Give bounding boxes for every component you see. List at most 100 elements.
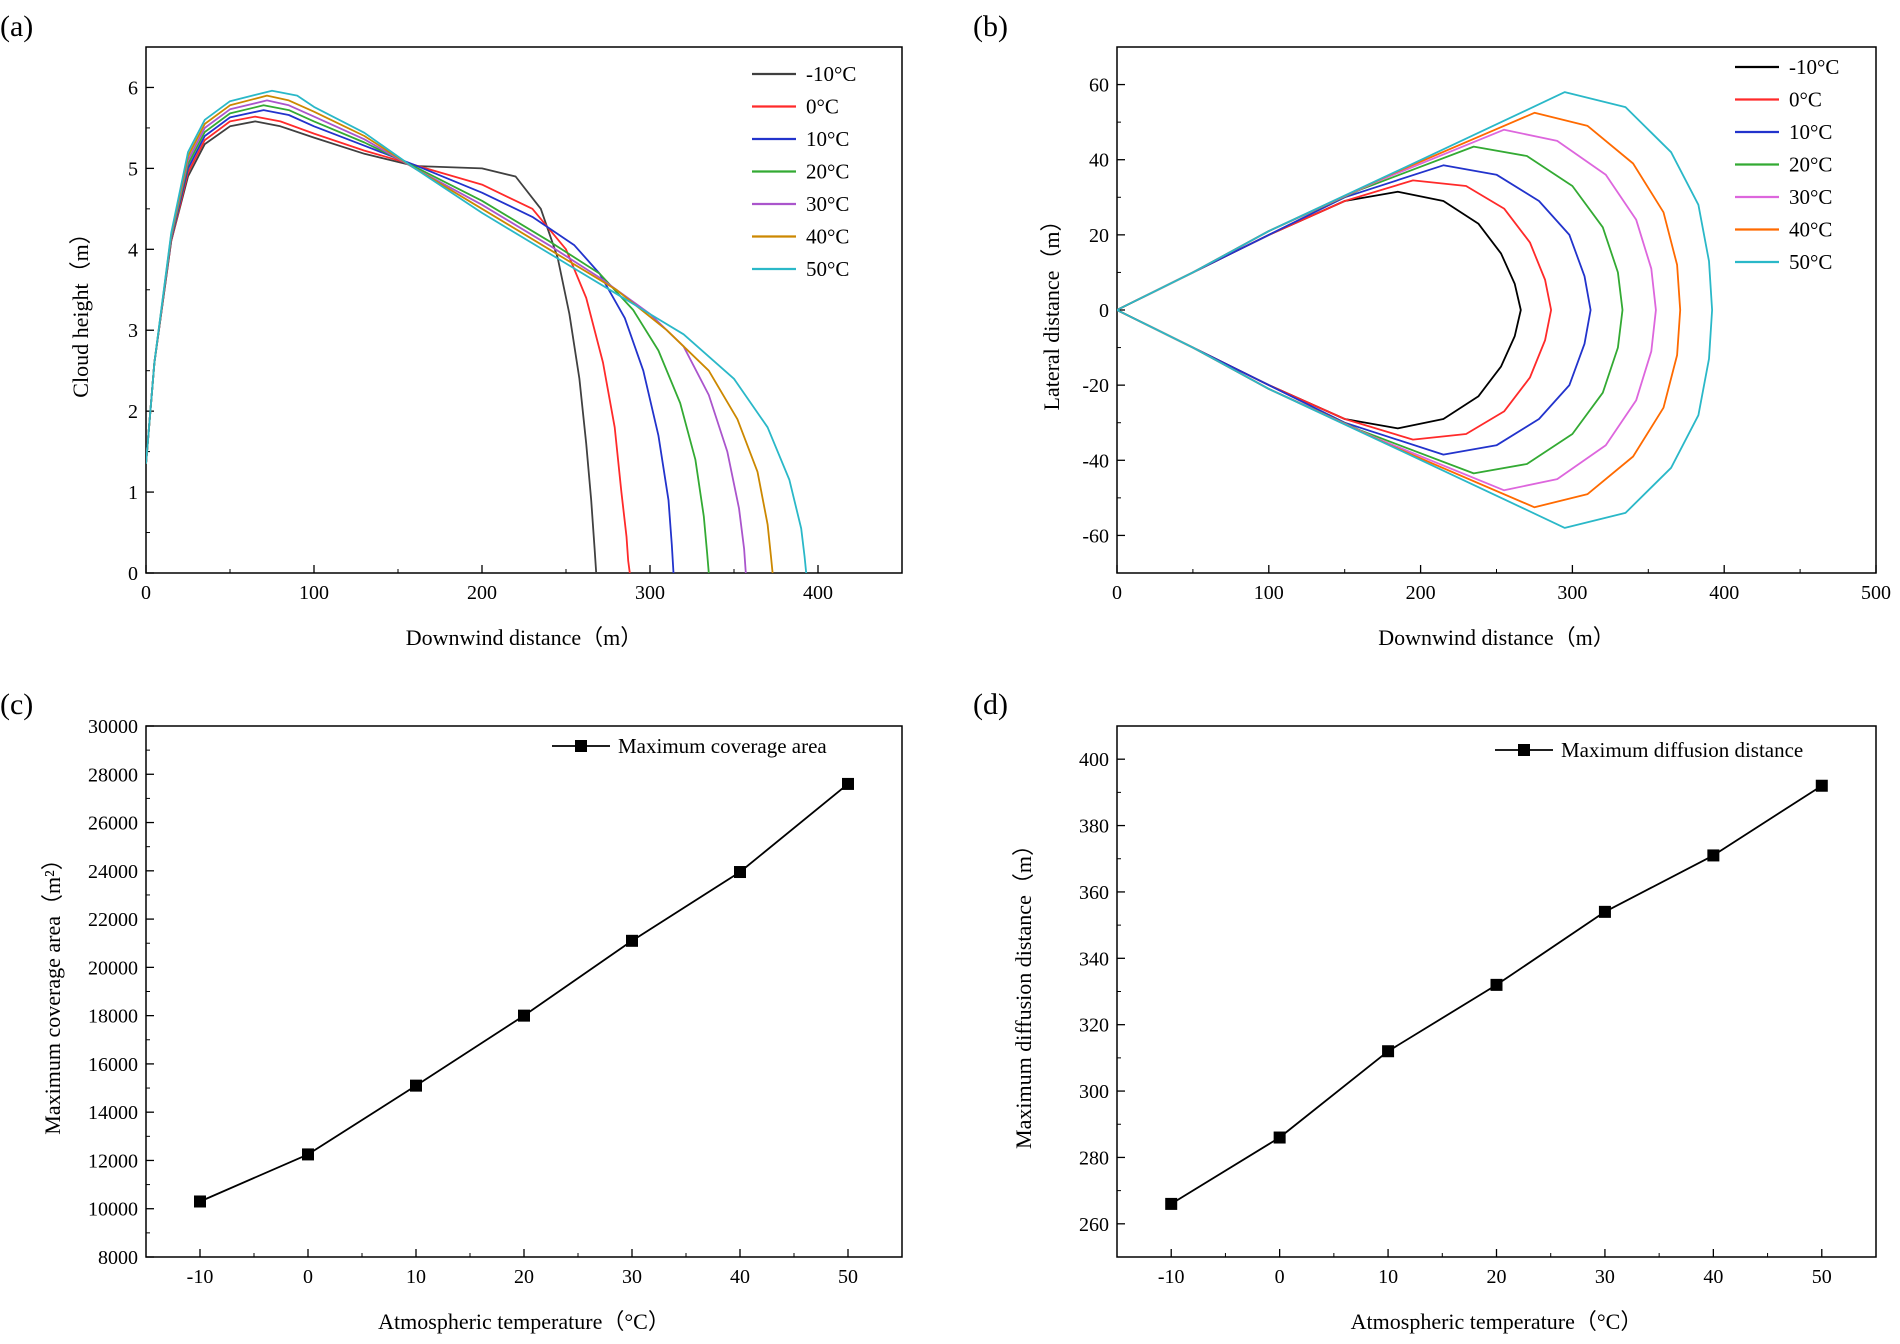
x-tick-label: 40	[730, 1266, 750, 1288]
data-point	[1165, 1197, 1178, 1210]
x-axis-title: Atmospheric temperature（°C）	[378, 1309, 670, 1334]
data-point	[518, 1009, 530, 1022]
y-tick-label: 5	[128, 158, 138, 180]
panel-label: (a)	[0, 10, 33, 43]
legend-marker	[1518, 744, 1530, 756]
legend-label: -10°C	[1789, 55, 1839, 79]
series-line--10°C	[146, 120, 598, 573]
y-tick-label: 8000	[98, 1247, 138, 1269]
x-tick-label: -10	[1158, 1266, 1185, 1288]
data-point	[194, 1195, 206, 1208]
y-tick-label: 6	[128, 77, 138, 99]
x-tick-label: 100	[1254, 582, 1284, 604]
legend-marker	[575, 740, 587, 752]
y-axis-title: Lateral distance（m）	[1039, 210, 1064, 411]
series-line-20°C	[146, 104, 710, 573]
y-tick-label: 260	[1079, 1214, 1109, 1236]
y-tick-label: 10000	[88, 1199, 138, 1221]
plot-frame	[145, 46, 903, 574]
y-tick-label: 380	[1079, 816, 1109, 838]
y-tick-label: 340	[1079, 948, 1109, 970]
y-tick-label: 1	[128, 482, 138, 504]
chart-panel-a: (a) 0 100 200 300 400 0 1 2 3 4 5 6 Downwind distance…	[0, 10, 903, 650]
legend-label: 10°C	[806, 127, 849, 151]
chart-panel-c: (c) -10 0 10 20 30 40 50 8000 10000 12000 14000 1600…	[0, 688, 903, 1334]
series-line-Maximum diffusion distance	[1170, 784, 1823, 1205]
x-tick-label: 0	[1112, 582, 1122, 604]
y-tick-label: 30000	[88, 716, 138, 738]
y-tick-label: 26000	[88, 813, 138, 835]
plot-frame	[1116, 725, 1877, 1258]
x-tick-label: 30	[1595, 1266, 1615, 1288]
x-tick-label: 500	[1861, 582, 1891, 604]
y-tick-label: 18000	[88, 1006, 138, 1028]
x-tick-label: 300	[1557, 582, 1587, 604]
y-tick-label: 0	[128, 563, 138, 585]
panel-label: (d)	[973, 688, 1008, 721]
legend-label: 20°C	[806, 160, 849, 184]
y-tick-label: 60	[1089, 75, 1109, 97]
x-tick-label: 50	[1812, 1266, 1832, 1288]
x-tick-label: 400	[1709, 582, 1739, 604]
x-tick-label: 200	[467, 582, 497, 604]
data-point	[1707, 849, 1720, 862]
y-tick-label: -20	[1082, 375, 1109, 397]
data-point	[1490, 978, 1503, 991]
y-tick-label: 360	[1079, 882, 1109, 904]
legend-label: 40°C	[806, 225, 849, 249]
series-line-50°C	[1117, 91, 1713, 529]
plot-frame	[1116, 46, 1877, 574]
series-line-0°C	[146, 115, 631, 573]
data-point	[734, 866, 746, 879]
y-tick-label: 20000	[88, 957, 138, 979]
y-tick-label: 22000	[88, 909, 138, 931]
x-tick-label: 100	[299, 582, 329, 604]
series-line-10°C	[146, 109, 675, 573]
x-axis-title: Downwind distance（m）	[406, 625, 642, 650]
y-tick-label: 0	[1099, 300, 1109, 322]
x-tick-label: 20	[1487, 1266, 1507, 1288]
series-line-Maximum coverage area	[199, 783, 849, 1203]
legend-label: 0°C	[806, 95, 839, 119]
legend-label: 10°C	[1789, 120, 1832, 144]
data-point	[842, 777, 854, 790]
y-tick-label: 24000	[88, 861, 138, 883]
legend-label: 40°C	[1789, 218, 1832, 242]
legend-label: 50°C	[806, 257, 849, 281]
x-tick-label: -10	[187, 1266, 214, 1288]
x-tick-label: 0	[1275, 1266, 1285, 1288]
y-tick-label: 16000	[88, 1054, 138, 1076]
x-tick-label: 400	[803, 582, 833, 604]
series-line-50°C	[146, 89, 808, 573]
panel-label: (b)	[973, 10, 1008, 43]
data-point	[626, 934, 638, 947]
series-line-30°C	[146, 99, 747, 573]
y-tick-label: 28000	[88, 764, 138, 786]
x-tick-label: 300	[635, 582, 665, 604]
x-tick-label: 10	[406, 1266, 426, 1288]
x-tick-label: 0	[303, 1266, 313, 1288]
legend-label: 0°C	[1789, 88, 1822, 112]
y-tick-label: 320	[1079, 1015, 1109, 1037]
data-point	[1815, 779, 1828, 792]
x-tick-label: 200	[1406, 582, 1436, 604]
y-tick-label: 3	[128, 320, 138, 342]
y-tick-label: 40	[1089, 150, 1109, 172]
legend-label: 50°C	[1789, 250, 1832, 274]
y-axis-title: Maximum coverage area（m²）	[40, 848, 65, 1134]
panel-label: (c)	[0, 688, 33, 721]
y-tick-label: -40	[1082, 450, 1109, 472]
x-tick-label: 20	[514, 1266, 534, 1288]
legend-label: Maximum coverage area	[618, 734, 827, 758]
series-line-10°C	[1117, 164, 1592, 456]
y-tick-label: -60	[1082, 525, 1109, 547]
data-point	[1382, 1045, 1395, 1058]
y-tick-label: 12000	[88, 1150, 138, 1172]
legend-label: 30°C	[806, 192, 849, 216]
x-tick-label: 10	[1378, 1266, 1398, 1288]
series-line--10°C	[1117, 190, 1522, 430]
x-tick-label: 40	[1703, 1266, 1723, 1288]
data-point	[302, 1148, 314, 1161]
y-tick-label: 2	[128, 401, 138, 423]
y-tick-label: 14000	[88, 1102, 138, 1124]
